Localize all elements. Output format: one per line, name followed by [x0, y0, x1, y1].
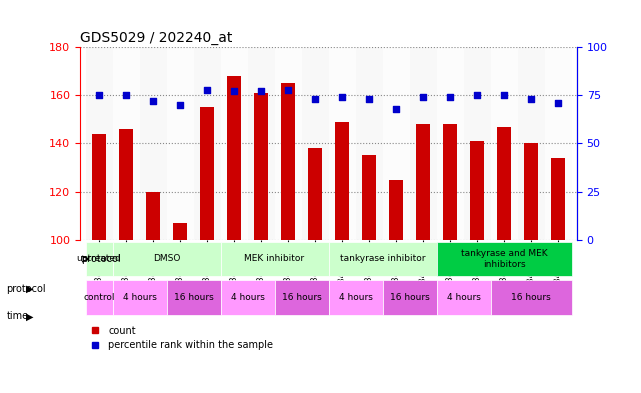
- FancyBboxPatch shape: [167, 280, 221, 315]
- Bar: [383, 47, 410, 240]
- Bar: [444, 124, 457, 240]
- Bar: [281, 83, 295, 240]
- Bar: [194, 47, 221, 240]
- Text: protocol: protocol: [6, 284, 46, 294]
- FancyBboxPatch shape: [437, 242, 572, 276]
- Text: tankyrase and MEK
inhibitors: tankyrase and MEK inhibitors: [461, 249, 547, 269]
- FancyBboxPatch shape: [221, 280, 274, 315]
- Bar: [200, 107, 213, 240]
- Legend: count, percentile rank within the sample: count, percentile rank within the sample: [85, 321, 277, 354]
- FancyBboxPatch shape: [274, 280, 329, 315]
- Bar: [85, 47, 113, 240]
- Bar: [221, 47, 247, 240]
- Bar: [335, 122, 349, 240]
- Point: [472, 92, 482, 98]
- Bar: [254, 93, 268, 240]
- Bar: [247, 47, 274, 240]
- FancyBboxPatch shape: [329, 280, 383, 315]
- Point: [94, 92, 104, 98]
- Bar: [389, 180, 403, 240]
- Point: [337, 94, 347, 100]
- Bar: [308, 148, 322, 240]
- Text: control: control: [83, 293, 115, 302]
- Bar: [470, 141, 484, 240]
- Point: [256, 88, 266, 95]
- Bar: [544, 47, 572, 240]
- FancyBboxPatch shape: [113, 242, 221, 276]
- Bar: [517, 47, 544, 240]
- Bar: [173, 223, 187, 240]
- Bar: [437, 47, 463, 240]
- Bar: [119, 129, 133, 240]
- Bar: [274, 47, 301, 240]
- Text: DMSO: DMSO: [153, 255, 180, 263]
- Text: 16 hours: 16 hours: [281, 293, 321, 302]
- Bar: [228, 76, 241, 240]
- Text: 4 hours: 4 hours: [122, 293, 156, 302]
- Text: 4 hours: 4 hours: [338, 293, 372, 302]
- Point: [445, 94, 455, 100]
- Point: [310, 96, 320, 102]
- Text: time: time: [6, 311, 29, 321]
- FancyBboxPatch shape: [329, 242, 437, 276]
- Bar: [551, 158, 565, 240]
- Bar: [410, 47, 437, 240]
- Point: [283, 86, 293, 93]
- FancyBboxPatch shape: [383, 280, 437, 315]
- Text: untreated: untreated: [77, 255, 121, 263]
- Point: [526, 96, 536, 102]
- FancyBboxPatch shape: [490, 280, 572, 315]
- Bar: [463, 47, 490, 240]
- Point: [229, 88, 239, 95]
- Text: MEK inhibitor: MEK inhibitor: [244, 255, 304, 263]
- Bar: [140, 47, 167, 240]
- FancyBboxPatch shape: [85, 280, 113, 315]
- Text: 4 hours: 4 hours: [447, 293, 481, 302]
- Text: ▶: ▶: [26, 284, 33, 294]
- Point: [175, 102, 185, 108]
- Point: [553, 100, 563, 106]
- Bar: [416, 124, 429, 240]
- Bar: [92, 134, 106, 240]
- Point: [148, 98, 158, 104]
- Point: [364, 96, 374, 102]
- Text: 16 hours: 16 hours: [390, 293, 429, 302]
- Bar: [146, 191, 160, 240]
- Text: 4 hours: 4 hours: [231, 293, 265, 302]
- Bar: [497, 127, 511, 240]
- Bar: [167, 47, 194, 240]
- Bar: [301, 47, 328, 240]
- Text: 16 hours: 16 hours: [511, 293, 551, 302]
- Text: tankyrase inhibitor: tankyrase inhibitor: [340, 255, 425, 263]
- Bar: [329, 47, 356, 240]
- FancyBboxPatch shape: [437, 280, 490, 315]
- Text: 16 hours: 16 hours: [174, 293, 213, 302]
- Point: [202, 86, 212, 93]
- Bar: [362, 156, 376, 240]
- Bar: [524, 143, 538, 240]
- Text: protocol: protocol: [81, 254, 121, 264]
- Point: [418, 94, 428, 100]
- Point: [121, 92, 131, 98]
- FancyBboxPatch shape: [85, 242, 113, 276]
- Point: [391, 106, 401, 112]
- Bar: [356, 47, 383, 240]
- FancyBboxPatch shape: [221, 242, 329, 276]
- Bar: [113, 47, 140, 240]
- Text: ▶: ▶: [26, 311, 33, 321]
- Point: [499, 92, 509, 98]
- FancyBboxPatch shape: [113, 280, 167, 315]
- Bar: [490, 47, 517, 240]
- Text: GDS5029 / 202240_at: GDS5029 / 202240_at: [80, 31, 233, 45]
